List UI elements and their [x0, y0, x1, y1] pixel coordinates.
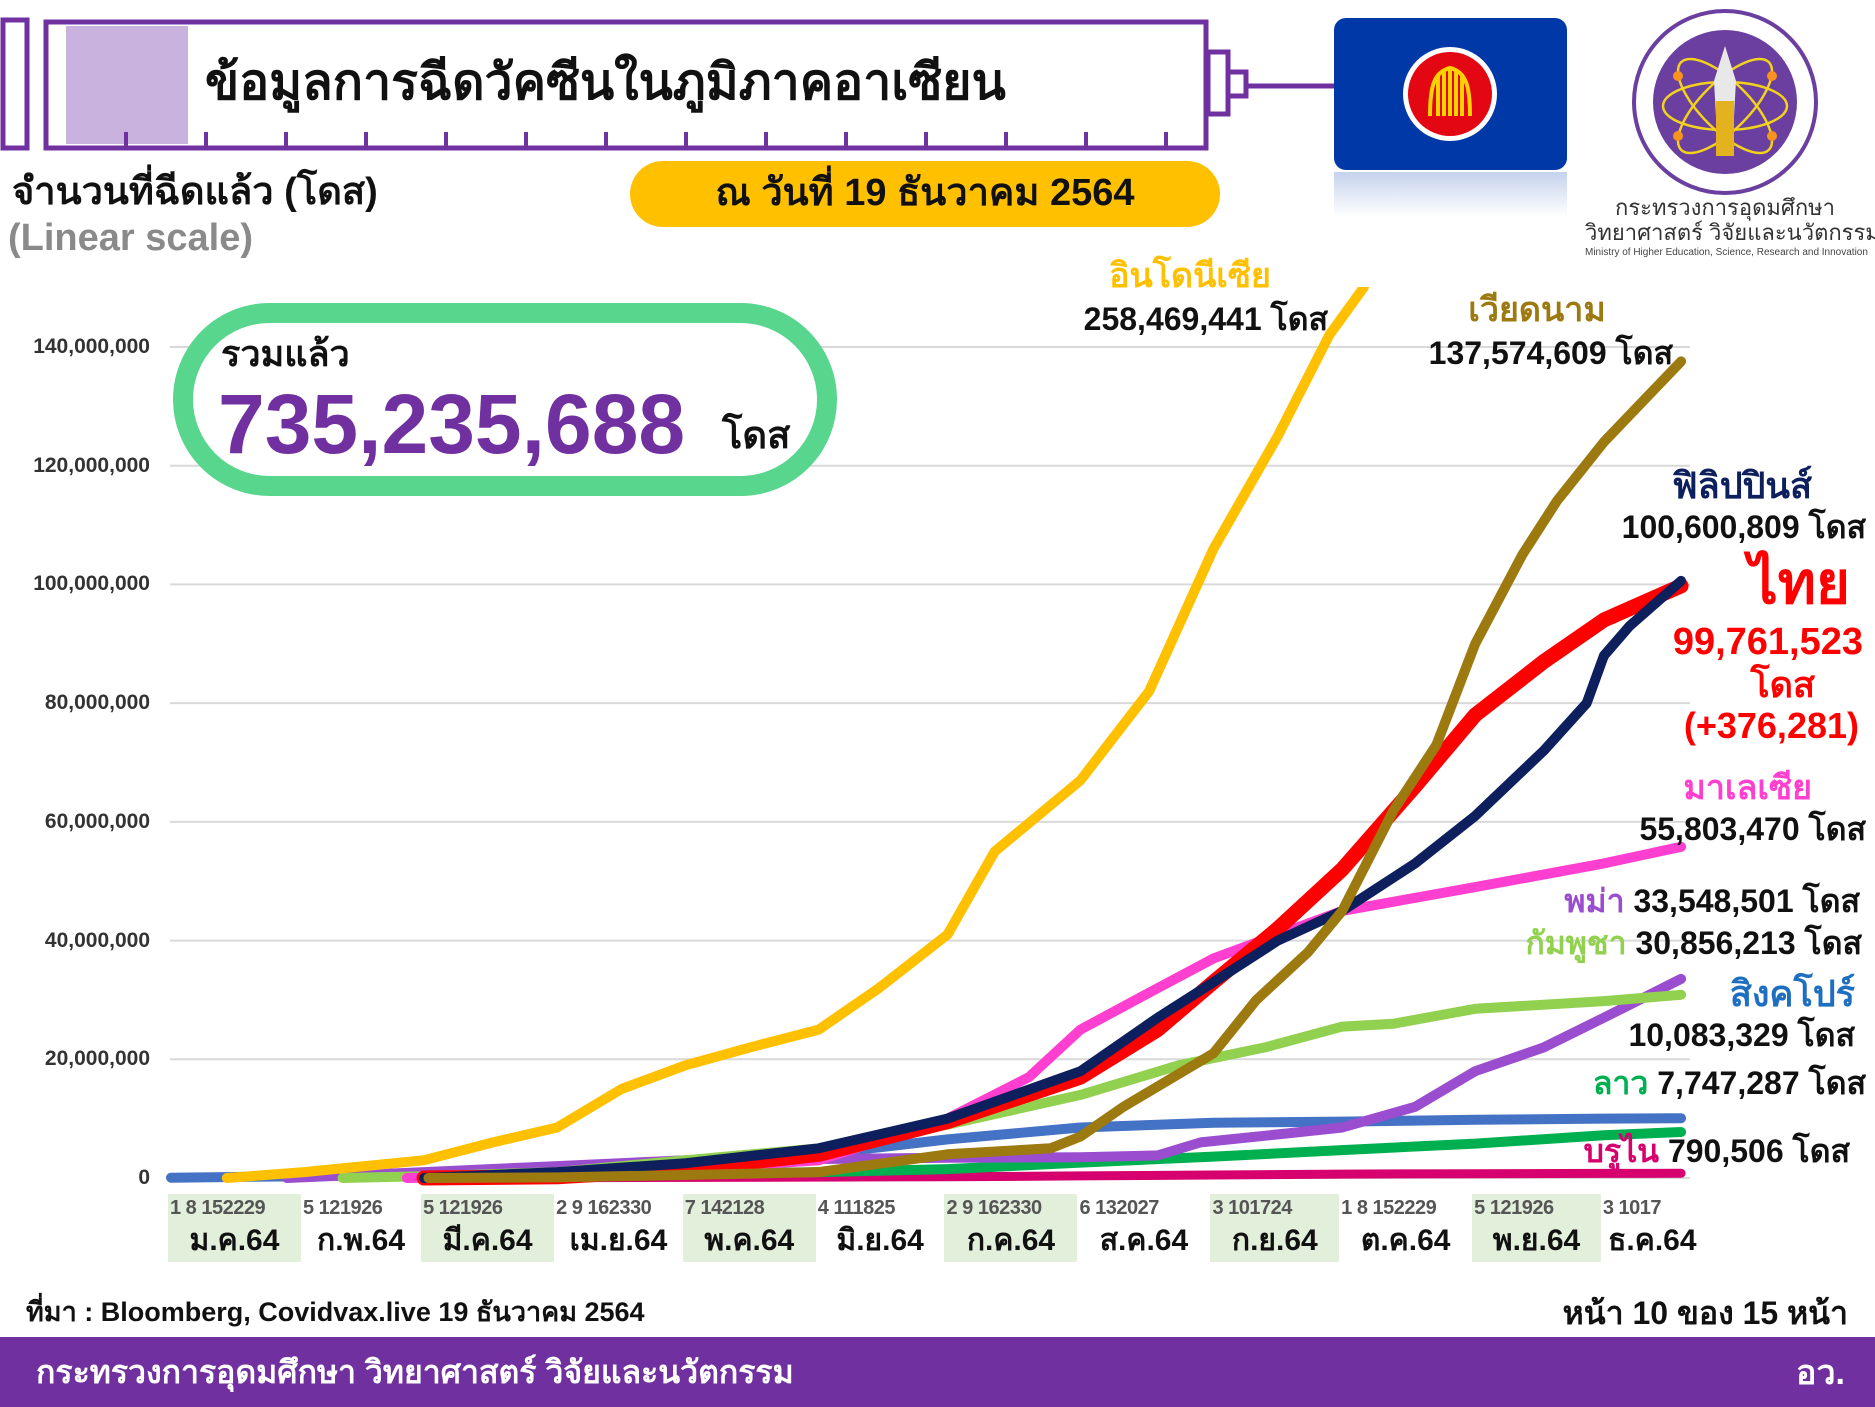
- x-month-label: ต.ค.64: [1360, 1224, 1451, 1257]
- source-note: ที่มา : Bloomberg, Covidvax.live 19 ธันว…: [26, 1297, 645, 1327]
- y-tick-label: 40,000,000: [44, 928, 150, 952]
- x-month-band: 3 101724 ก.ย.64: [1210, 1194, 1340, 1262]
- total-box: [173, 303, 837, 496]
- y-tick-label: 80,000,000: [44, 691, 150, 715]
- x-day-ticks: 7 142128: [684, 1197, 765, 1219]
- ministry-logo-icon: [1632, 9, 1818, 195]
- page-title: ข้อมูลการฉีดวัคซีนในภูมิภาคอาเซียน: [205, 54, 1006, 110]
- x-month-label: ก.ค.64: [966, 1224, 1056, 1257]
- label-myanmar-name: พม่า: [1564, 883, 1625, 919]
- page-indicator: หน้า 10 ของ 15 หน้า: [1562, 1295, 1848, 1331]
- y-tick-label: 140,000,000: [33, 335, 150, 358]
- label-indonesia-name: อินโดนีเซีย: [1109, 257, 1271, 295]
- x-day-ticks: 1 8 152229: [1341, 1197, 1437, 1219]
- x-day-ticks: 1 8 152229: [170, 1197, 266, 1219]
- label-malaysia-value: 55,803,470 โดส: [1639, 811, 1866, 847]
- label-vietnam-value: 137,574,609 โดส: [1428, 335, 1673, 371]
- series-line: [419, 575, 1687, 1183]
- x-day-ticks: 3 1017: [1602, 1197, 1662, 1219]
- x-month-band: 5 121926 พ.ย.64: [1472, 1194, 1601, 1262]
- label-indonesia-value: 258,469,441 โดส: [1083, 301, 1328, 337]
- ministry-logo-text-en: Ministry of Higher Education, Science, R…: [1585, 247, 1868, 258]
- footer-bar: [0, 1337, 1875, 1407]
- x-day-ticks: 6 132027: [1079, 1197, 1159, 1219]
- x-month-label: ม.ค.64: [189, 1224, 280, 1257]
- label-malaysia-name: มาเลเซีย: [1683, 769, 1812, 807]
- x-month-label: พ.ย.64: [1492, 1224, 1581, 1257]
- x-month-band: 1 8 152229 ต.ค.64: [1339, 1194, 1472, 1262]
- x-month-label: ส.ค.64: [1099, 1224, 1189, 1257]
- x-day-ticks: 5 121926: [423, 1197, 503, 1219]
- x-month-label: มิ.ย.64: [836, 1224, 924, 1257]
- y-axis-scale-note: (Linear scale): [8, 217, 253, 259]
- asean-flag-icon: [1334, 18, 1567, 217]
- x-month-label: ธ.ค.64: [1608, 1224, 1697, 1257]
- syringe-header-graphic: [0, 17, 1336, 151]
- label-laos-value: 7,747,287 โดส: [1657, 1065, 1866, 1101]
- y-tick-label: 100,000,000: [33, 572, 150, 596]
- y-tick-label: 60,000,000: [44, 809, 150, 833]
- series-lines: [166, 287, 1689, 1186]
- x-day-ticks: 2 9 162330: [946, 1197, 1042, 1219]
- label-singapore-value: 10,083,329 โดส: [1628, 1017, 1855, 1053]
- label-cambodia: กัมพูชา 30,856,213 โดส: [1525, 925, 1862, 961]
- x-month-band: 2 9 162330 ก.ค.64: [944, 1194, 1078, 1262]
- label-thailand-daily: (+376,281): [1683, 705, 1859, 746]
- label-thailand-value: 99,761,523: [1672, 621, 1863, 663]
- ministry-logo-text: กระทรวงการอุดมศึกษา: [1615, 195, 1835, 220]
- ministry-logo-text: วิทยาศาสตร์ วิจัยและนวัตกรรม: [1585, 220, 1875, 245]
- y-axis-title: จำนวนที่ฉีดแล้ว (โดส): [12, 171, 378, 213]
- date-badge: ณ วันที่ 19 ธันวาคม 2564: [630, 161, 1220, 227]
- total-unit: โดส: [722, 415, 791, 457]
- series-line: [221, 287, 1370, 1183]
- x-month-label: พ.ค.64: [704, 1224, 795, 1257]
- y-tick-label: 20,000,000: [44, 1047, 150, 1071]
- label-thailand-unit: โดส: [1750, 664, 1815, 705]
- x-month-label: มี.ค.64: [442, 1224, 533, 1257]
- x-month-band: 2 9 162330 เม.ย.64: [554, 1194, 683, 1262]
- label-thailand-name: ไทย: [1748, 551, 1850, 616]
- x-month-band: 5 121926 มี.ค.64: [421, 1194, 555, 1262]
- x-day-ticks: 5 121926: [302, 1197, 383, 1219]
- x-month-band: 5 121926 ก.พ.64: [301, 1194, 421, 1262]
- x-month-label: เม.ย.64: [569, 1224, 668, 1257]
- x-month-label: ก.ย.64: [1231, 1224, 1318, 1257]
- label-myanmar: พม่า 33,548,501 โดส: [1564, 883, 1860, 919]
- label-vietnam-name: เวียดนาม: [1468, 291, 1606, 329]
- footer-ministry: กระทรวงการอุดมศึกษา วิทยาศาสตร์ วิจัยและ…: [36, 1354, 794, 1390]
- x-month-band: 6 132027 ส.ค.64: [1077, 1194, 1210, 1262]
- label-philippines-name: ฟิลิปปินส์: [1672, 465, 1812, 506]
- x-month-label: ก.พ.64: [317, 1224, 406, 1257]
- label-brunei: บรูไน 790,506 โดส: [1583, 1133, 1850, 1169]
- label-cambodia-value: 30,856,213 โดส: [1635, 925, 1862, 961]
- total-label: รวมแล้ว: [221, 333, 350, 374]
- x-day-ticks: 4 111825: [817, 1197, 896, 1219]
- footer-abbr: อว.: [1796, 1354, 1845, 1392]
- series-line: [423, 356, 1687, 1183]
- label-brunei-value: 790,506 โดส: [1667, 1133, 1850, 1169]
- y-tick-label: 120,000,000: [33, 453, 150, 477]
- x-day-ticks: 3 101724: [1212, 1197, 1292, 1219]
- x-day-ticks: 5 121926: [1474, 1197, 1554, 1219]
- x-month-band: 1 8 152229 ม.ค.64: [168, 1194, 301, 1262]
- label-laos: ลาว 7,747,287 โดส: [1592, 1065, 1866, 1101]
- label-brunei-name: บรูไน: [1583, 1133, 1660, 1169]
- x-day-ticks: 2 9 162330: [556, 1197, 652, 1219]
- x-month-band: 7 142128 พ.ค.64: [682, 1194, 816, 1262]
- label-cambodia-name: กัมพูชา: [1525, 925, 1627, 961]
- label-laos-name: ลาว: [1592, 1065, 1649, 1101]
- label-singapore-name: สิงคโปร์: [1729, 973, 1855, 1014]
- total-value: 735,235,688: [218, 377, 686, 471]
- x-month-band: 3 1017 ธ.ค.64: [1601, 1194, 1704, 1262]
- label-myanmar-value: 33,548,501 โดส: [1633, 883, 1860, 919]
- label-philippines-value: 100,600,809 โดส: [1621, 509, 1866, 545]
- y-tick-label: 0: [138, 1166, 150, 1189]
- x-month-band: 4 111825 มิ.ย.64: [816, 1194, 945, 1262]
